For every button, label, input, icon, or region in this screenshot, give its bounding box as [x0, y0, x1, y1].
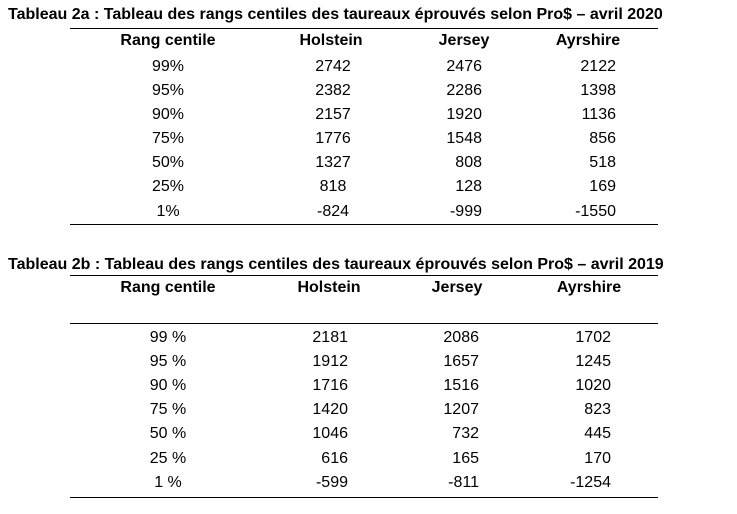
- t2b-cell-r4-c3: 445: [584, 425, 611, 442]
- t2a-cell-r3-c1: 1776: [315, 130, 351, 147]
- t2a-header-2: Jersey: [438, 32, 490, 49]
- t2b-cell-r3-c1: 1420: [312, 401, 348, 418]
- t2a-header-0: Rang centile: [120, 32, 216, 49]
- t2b-cell-r1-c3: 1245: [575, 353, 611, 370]
- t2b-cell-r5-c3: 170: [584, 450, 611, 467]
- table-2b-title: Tableau 2b : Tableau des rangs centiles …: [8, 256, 664, 273]
- t2a-cell-r6-c0: 1%: [156, 203, 180, 220]
- t2a-cell-r4-c3: 518: [589, 154, 616, 171]
- t2b-cell-r5-c2: 165: [452, 450, 479, 467]
- t2a-cell-r0-c2: 2476: [446, 58, 482, 75]
- t2a-cell-r1-c1: 2382: [315, 82, 351, 99]
- t2b-cell-r1-c0: 95 %: [149, 353, 187, 370]
- t2b-cell-r3-c0: 75 %: [149, 401, 187, 418]
- t2a-cell-r5-c2: 128: [455, 178, 482, 195]
- t2b-cell-r2-c0: 90 %: [149, 377, 187, 394]
- t2b-cell-r6-c0: 1 %: [154, 474, 182, 491]
- t2a-cell-r2-c1: 2157: [315, 106, 351, 123]
- t2a-cell-r4-c0: 50%: [151, 154, 185, 171]
- t2b-cell-r4-c1: 1046: [312, 425, 348, 442]
- t2b-cell-r0-c1: 2181: [312, 329, 348, 346]
- t2a-cell-r2-c0: 90%: [151, 106, 185, 123]
- t2b-header-2: Jersey: [431, 279, 483, 296]
- t2b-cell-r6-c3: -1254: [570, 474, 611, 491]
- table-2a-bottom-rule: [70, 224, 658, 225]
- t2a-cell-r4-c2: 808: [455, 154, 482, 171]
- t2b-cell-r2-c2: 1516: [443, 377, 479, 394]
- t2b-cell-r6-c1: -599: [315, 474, 348, 491]
- t2b-cell-r2-c3: 1020: [575, 377, 611, 394]
- t2a-cell-r4-c1: 1327: [315, 154, 351, 171]
- t2a-cell-r1-c0: 95%: [151, 82, 185, 99]
- t2a-cell-r5-c0: 25%: [151, 178, 185, 195]
- t2b-cell-r0-c0: 99 %: [149, 329, 187, 346]
- t2b-cell-r4-c2: 732: [452, 425, 479, 442]
- t2a-cell-r6-c1: -824: [316, 203, 350, 220]
- table-2b-subheader-rule: [70, 323, 658, 324]
- table-2b-header-rule: [70, 275, 658, 276]
- t2b-cell-r3-c3: 823: [584, 401, 611, 418]
- t2a-cell-r6-c3: -1550: [575, 203, 616, 220]
- t2a-cell-r0-c3: 2122: [580, 58, 616, 75]
- t2a-cell-r0-c0: 99%: [151, 58, 185, 75]
- t2a-cell-r3-c3: 856: [589, 130, 616, 147]
- t2a-header-1: Holstein: [299, 32, 363, 49]
- t2b-header-0: Rang centile: [120, 279, 216, 296]
- t2b-cell-r3-c2: 1207: [443, 401, 479, 418]
- table-2a-header-rule: [70, 28, 658, 29]
- t2b-header-3: Ayrshire: [556, 279, 622, 296]
- t2a-cell-r0-c1: 2742: [315, 58, 351, 75]
- t2a-cell-r1-c2: 2286: [446, 82, 482, 99]
- t2b-cell-r1-c1: 1912: [312, 353, 348, 370]
- t2b-cell-r5-c1: 616: [321, 450, 348, 467]
- t2b-cell-r5-c0: 25 %: [149, 450, 187, 467]
- t2b-cell-r2-c1: 1716: [312, 377, 348, 394]
- t2a-cell-r2-c3: 1136: [581, 106, 616, 123]
- t2a-cell-r3-c0: 75%: [151, 130, 185, 147]
- table-2a-title: Tableau 2a : Tableau des rangs centiles …: [8, 6, 663, 23]
- t2a-header-3: Ayrshire: [555, 32, 621, 49]
- t2b-cell-r6-c2: -811: [448, 474, 479, 491]
- table-2b-bottom-rule: [70, 497, 658, 498]
- t2a-cell-r3-c2: 1548: [446, 130, 482, 147]
- t2a-cell-r1-c3: 1398: [580, 82, 616, 99]
- t2a-cell-r6-c2: -999: [449, 203, 482, 220]
- t2b-header-1: Holstein: [297, 279, 361, 296]
- t2b-cell-r4-c0: 50 %: [149, 425, 187, 442]
- t2b-cell-r1-c2: 1657: [443, 353, 479, 370]
- t2a-cell-r5-c1: 818: [319, 178, 347, 195]
- t2a-cell-r2-c2: 1920: [446, 106, 482, 123]
- t2b-cell-r0-c2: 2086: [443, 329, 479, 346]
- t2a-cell-r5-c3: 169: [589, 178, 616, 195]
- t2b-cell-r0-c3: 1702: [575, 329, 611, 346]
